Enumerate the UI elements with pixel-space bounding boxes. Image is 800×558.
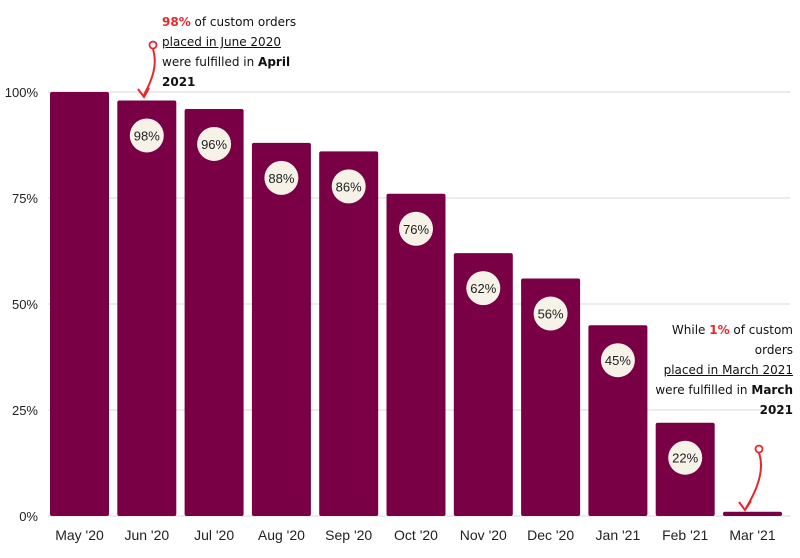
annotation-text: placed in March 2021 (663, 363, 793, 377)
annotation-arrow-tail (754, 444, 764, 454)
data-label: 62% (470, 281, 496, 296)
x-tick-label: Aug '20 (258, 527, 305, 543)
bars (50, 92, 782, 517)
bar (521, 278, 581, 516)
annotation-arrows (137, 40, 764, 512)
data-label: 98% (134, 128, 160, 143)
data-label-badge (264, 160, 299, 195)
annotation-emphasis: April 2021 (162, 55, 291, 89)
data-label-badge (668, 440, 703, 475)
y-tick-label: 100% (5, 85, 39, 100)
bar (117, 100, 177, 516)
x-tick-label: Jan '21 (596, 527, 641, 543)
data-label: 96% (201, 137, 227, 152)
annotation-text: were fulfilled in (655, 383, 748, 397)
data-label: 86% (336, 179, 362, 194)
annotation-text: of custom orders (729, 323, 793, 357)
x-tick-label: Jun '20 (124, 527, 169, 543)
annotation-arrowhead (738, 500, 752, 512)
bar (453, 253, 513, 516)
y-axis-ticks: 0% 25% 50% 75% 100% (5, 85, 39, 524)
data-label-badge (129, 118, 164, 153)
annotation-emphasis: March 2021 (751, 383, 793, 417)
bar (386, 193, 446, 516)
data-label: 76% (403, 222, 429, 237)
y-tick-label: 0% (19, 509, 38, 524)
bar (588, 325, 648, 516)
annotation-arrow (745, 452, 763, 509)
annotation-arrowhead (137, 87, 150, 99)
x-tick-label: Jul '20 (194, 527, 234, 543)
bar (184, 108, 244, 517)
data-label: 22% (672, 451, 698, 466)
bar (50, 92, 109, 516)
y-tick-label: 50% (12, 297, 38, 312)
data-label-badge (600, 343, 635, 378)
x-tick-label: Dec '20 (527, 527, 574, 543)
annotation-text: placed in June 2020 (162, 35, 281, 49)
data-label-badge (533, 296, 568, 331)
x-tick-label: Feb '21 (662, 527, 708, 543)
annotation-text: of custom orders (190, 15, 297, 29)
data-label-badge (197, 126, 232, 161)
x-tick-label: Mar '21 (729, 527, 775, 543)
annotation-mar-2021: While 1% of custom orders placed in Marc… (640, 320, 793, 420)
y-tick-label: 25% (12, 403, 38, 418)
data-label: 56% (538, 307, 564, 322)
data-label-badge (466, 271, 501, 306)
x-axis-categories: May '20 Jun '20 Jul '20 Aug '20 Sep '20 Oct '… (55, 527, 776, 543)
annotation-jun-2020: 98% of custom orders placed in June 2020… (162, 12, 312, 92)
bar (251, 142, 311, 516)
data-labels: 98% 96% 88% 86% 76% 62% 56% 45% 22% (129, 118, 703, 475)
x-tick-label: May '20 (55, 527, 104, 543)
x-tick-label: Sep '20 (325, 527, 372, 543)
annotation-arrow-tail (148, 40, 158, 50)
data-label-badge (331, 169, 366, 204)
y-tick-label: 75% (12, 191, 38, 206)
x-tick-label: Nov '20 (460, 527, 507, 543)
annotation-percent: 1% (709, 323, 730, 337)
x-tick-label: Oct '20 (394, 527, 438, 543)
annotation-text: While (671, 323, 710, 337)
annotation-percent: 98% (162, 15, 191, 29)
data-label: 45% (605, 353, 631, 368)
annotation-text: were fulfilled in (162, 55, 255, 69)
data-label: 88% (268, 171, 294, 186)
data-label-badge (399, 211, 433, 246)
bar (319, 151, 379, 517)
annotation-arrow (143, 48, 156, 96)
bar (723, 511, 782, 516)
